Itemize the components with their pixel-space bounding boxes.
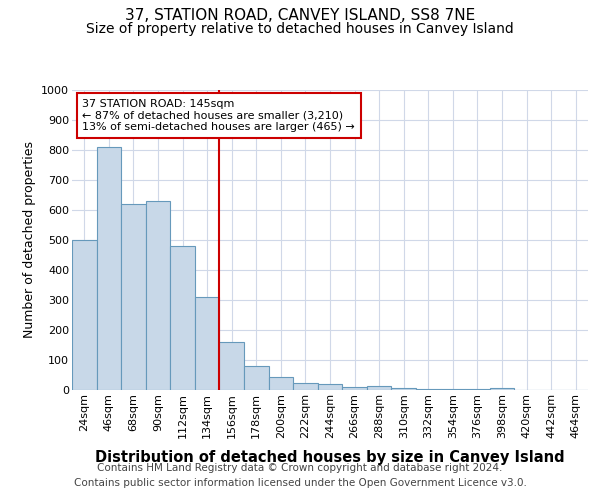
Text: 37, STATION ROAD, CANVEY ISLAND, SS8 7NE: 37, STATION ROAD, CANVEY ISLAND, SS8 7NE xyxy=(125,8,475,22)
Bar xyxy=(318,384,342,390)
Bar xyxy=(195,297,220,390)
Y-axis label: Number of detached properties: Number of detached properties xyxy=(23,142,35,338)
Bar xyxy=(490,388,514,390)
Text: 37 STATION ROAD: 145sqm
← 87% of detached houses are smaller (3,210)
13% of semi: 37 STATION ROAD: 145sqm ← 87% of detache… xyxy=(82,99,355,132)
Bar xyxy=(244,366,269,390)
Bar xyxy=(72,240,97,390)
Text: Contains HM Land Registry data © Crown copyright and database right 2024.
Contai: Contains HM Land Registry data © Crown c… xyxy=(74,462,526,487)
Bar xyxy=(342,387,367,390)
Bar xyxy=(391,388,416,390)
Bar xyxy=(269,376,293,390)
Bar xyxy=(293,382,318,390)
Bar xyxy=(416,388,440,390)
Bar xyxy=(146,201,170,390)
Text: Distribution of detached houses by size in Canvey Island: Distribution of detached houses by size … xyxy=(95,450,565,465)
Bar xyxy=(367,386,391,390)
Bar xyxy=(220,342,244,390)
Bar xyxy=(440,388,465,390)
Bar xyxy=(465,389,490,390)
Bar xyxy=(97,147,121,390)
Bar xyxy=(121,204,146,390)
Bar xyxy=(170,246,195,390)
Text: Size of property relative to detached houses in Canvey Island: Size of property relative to detached ho… xyxy=(86,22,514,36)
